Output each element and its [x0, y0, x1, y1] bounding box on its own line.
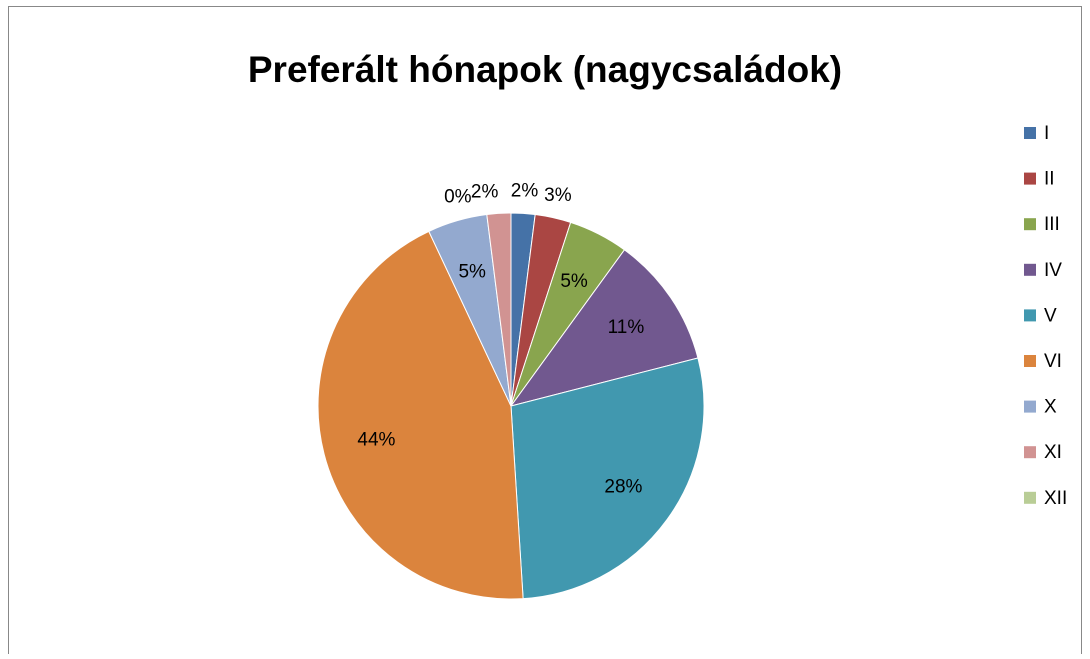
legend-swatch — [1024, 400, 1036, 413]
legend-swatch — [1024, 263, 1036, 276]
legend-swatch — [1024, 309, 1036, 322]
data-label: 3% — [544, 185, 572, 206]
data-label: 11% — [608, 317, 645, 338]
legend-label: VI — [1044, 351, 1062, 372]
data-label: 2% — [511, 180, 539, 201]
data-label: 28% — [604, 477, 642, 498]
legend-label: III — [1044, 214, 1060, 235]
legend-label: II — [1044, 169, 1055, 190]
legend-swatch — [1024, 218, 1036, 231]
data-label: 44% — [357, 430, 395, 451]
data-label: 5% — [458, 262, 486, 283]
legend-label: XII — [1044, 488, 1067, 509]
legend-swatch — [1024, 127, 1036, 139]
data-label: 5% — [560, 271, 588, 292]
legend-swatch — [1024, 446, 1036, 459]
legend-swatch — [1024, 172, 1036, 185]
chart-title: Preferált hónapok (nagycsaládok) — [248, 49, 842, 90]
legend-swatch — [1024, 491, 1036, 504]
data-label: 2% — [471, 182, 499, 203]
legend-label: XI — [1044, 442, 1062, 463]
data-label: 0% — [444, 187, 472, 208]
pie-slice — [510, 357, 705, 600]
legend-label: X — [1044, 397, 1057, 418]
legend-swatch — [1024, 355, 1036, 367]
legend-label: V — [1044, 305, 1057, 326]
legend-label: I — [1044, 123, 1049, 144]
pie-slice — [509, 249, 699, 407]
pie-slice — [486, 212, 512, 407]
legend-label: IV — [1044, 260, 1062, 281]
